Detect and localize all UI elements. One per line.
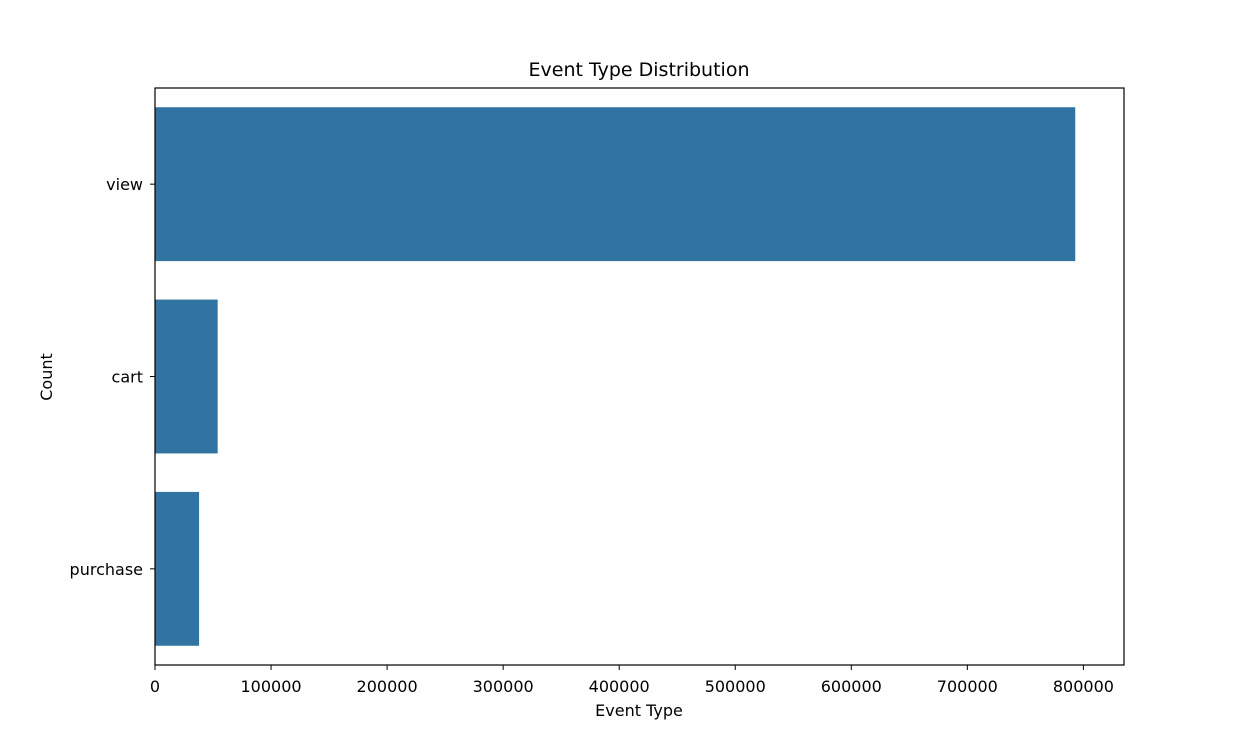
y-tick-label-view: view [106,175,143,194]
x-tick-label: 0 [150,677,160,696]
bar-view [155,107,1076,262]
x-tick-label: 600000 [821,677,882,696]
bar-cart [155,299,218,454]
x-tick-layer: 0 100000 200000 300000 400000 500000 600000 700… [150,665,1114,696]
chart-title: Event Type Distribution [529,59,750,81]
x-tick-label: 100000 [241,677,302,696]
y-axis-label: Count [37,353,56,401]
y-tick-label-cart: cart [112,368,143,387]
y-tick-label-purchase: purchase [70,560,143,579]
bar-purchase [155,491,200,646]
x-tick-label: 500000 [705,677,766,696]
x-tick-label: 400000 [589,677,650,696]
bars-layer [155,107,1076,646]
x-tick-label: 300000 [473,677,534,696]
x-tick-label: 200000 [357,677,418,696]
y-tick-layer: view cart purchase [70,175,155,579]
x-axis-label: Event Type [595,701,683,720]
x-tick-label: 700000 [937,677,998,696]
x-tick-label: 800000 [1053,677,1114,696]
plot-frame [154,87,1125,666]
